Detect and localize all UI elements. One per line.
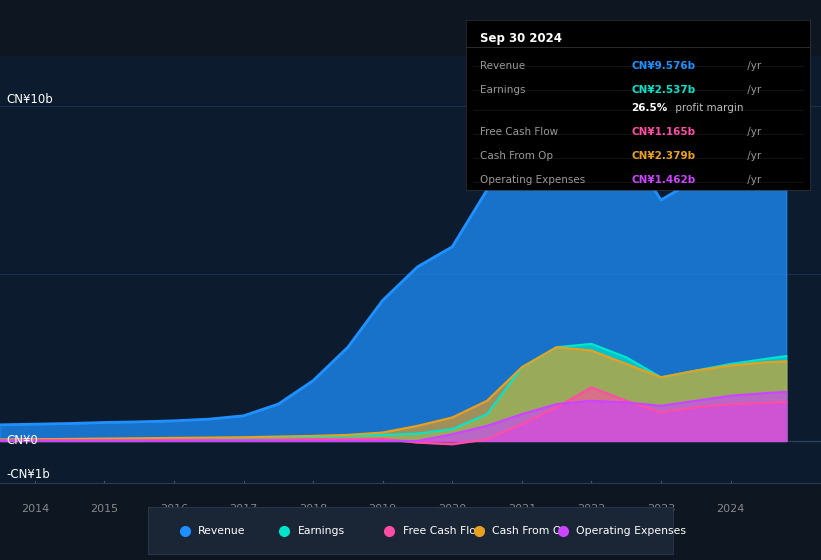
Text: Cash From Op: Cash From Op <box>480 151 553 161</box>
Text: 2020: 2020 <box>438 503 466 514</box>
Text: 26.5%: 26.5% <box>631 103 667 113</box>
Text: CN¥2.379b: CN¥2.379b <box>631 151 695 161</box>
Text: -CN¥1b: -CN¥1b <box>7 468 50 481</box>
Text: /yr: /yr <box>745 60 762 71</box>
Text: 2024: 2024 <box>717 503 745 514</box>
Text: Earnings: Earnings <box>297 526 345 535</box>
Text: CN¥1.165b: CN¥1.165b <box>631 127 695 137</box>
Text: 2019: 2019 <box>369 503 397 514</box>
Text: 2021: 2021 <box>507 503 536 514</box>
Text: CN¥0: CN¥0 <box>7 435 39 447</box>
Text: /yr: /yr <box>745 85 762 95</box>
Text: Revenue: Revenue <box>480 60 525 71</box>
Text: Cash From Op: Cash From Op <box>492 526 568 535</box>
Text: 2023: 2023 <box>647 503 675 514</box>
Text: /yr: /yr <box>745 151 762 161</box>
Text: Free Cash Flow: Free Cash Flow <box>402 526 484 535</box>
Text: Operating Expenses: Operating Expenses <box>480 175 585 185</box>
Text: Sep 30 2024: Sep 30 2024 <box>480 31 562 45</box>
Text: 2022: 2022 <box>577 503 606 514</box>
Text: Operating Expenses: Operating Expenses <box>576 526 686 535</box>
Text: CN¥1.462b: CN¥1.462b <box>631 175 695 185</box>
Text: 2017: 2017 <box>229 503 258 514</box>
Text: Earnings: Earnings <box>480 85 525 95</box>
Text: 2018: 2018 <box>299 503 328 514</box>
Text: CN¥10b: CN¥10b <box>7 93 53 106</box>
Text: CN¥2.537b: CN¥2.537b <box>631 85 695 95</box>
Text: /yr: /yr <box>745 127 762 137</box>
Text: 2016: 2016 <box>160 503 188 514</box>
Text: 2014: 2014 <box>21 503 49 514</box>
Text: /yr: /yr <box>745 175 762 185</box>
Text: Revenue: Revenue <box>198 526 245 535</box>
Text: 2015: 2015 <box>90 503 118 514</box>
Text: profit margin: profit margin <box>672 103 744 113</box>
Text: Free Cash Flow: Free Cash Flow <box>480 127 558 137</box>
Text: CN¥9.576b: CN¥9.576b <box>631 60 695 71</box>
